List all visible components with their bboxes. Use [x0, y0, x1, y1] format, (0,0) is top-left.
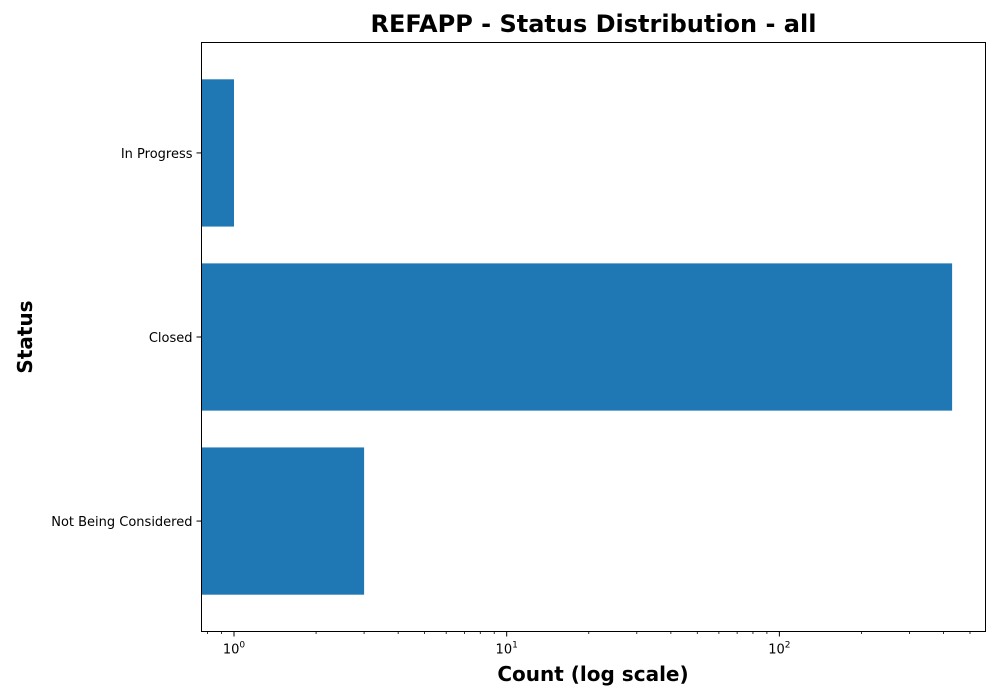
- bar-not-being-considered: [201, 447, 365, 595]
- x-axis-label: Count (log scale): [497, 662, 688, 686]
- bar-in-progress: [201, 79, 235, 227]
- x-tick-label: 101: [496, 641, 518, 658]
- x-tick-label: 100: [223, 641, 246, 658]
- y-tick-label-not-being-considered: Not Being Considered: [51, 515, 192, 530]
- bars-group: [201, 79, 953, 595]
- y-axis-label: Status: [13, 300, 37, 373]
- bar-closed: [201, 263, 953, 411]
- y-tick-label-closed: Closed: [149, 331, 193, 346]
- x-tick-label: 102: [768, 641, 790, 658]
- chart-title: REFAPP - Status Distribution - all: [370, 10, 817, 38]
- y-axis-ticks: In Progress Closed Not Being Considered: [51, 147, 202, 530]
- y-tick-label-in-progress: In Progress: [121, 147, 193, 162]
- x-axis-ticks: 100 101 102: [207, 631, 971, 658]
